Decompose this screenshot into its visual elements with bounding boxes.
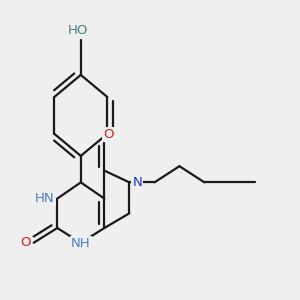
Text: NH: NH	[71, 237, 91, 250]
Text: O: O	[20, 236, 31, 249]
Text: HO: HO	[68, 24, 88, 37]
Text: HN: HN	[35, 192, 54, 205]
Text: O: O	[103, 128, 114, 141]
Text: N: N	[132, 176, 142, 189]
